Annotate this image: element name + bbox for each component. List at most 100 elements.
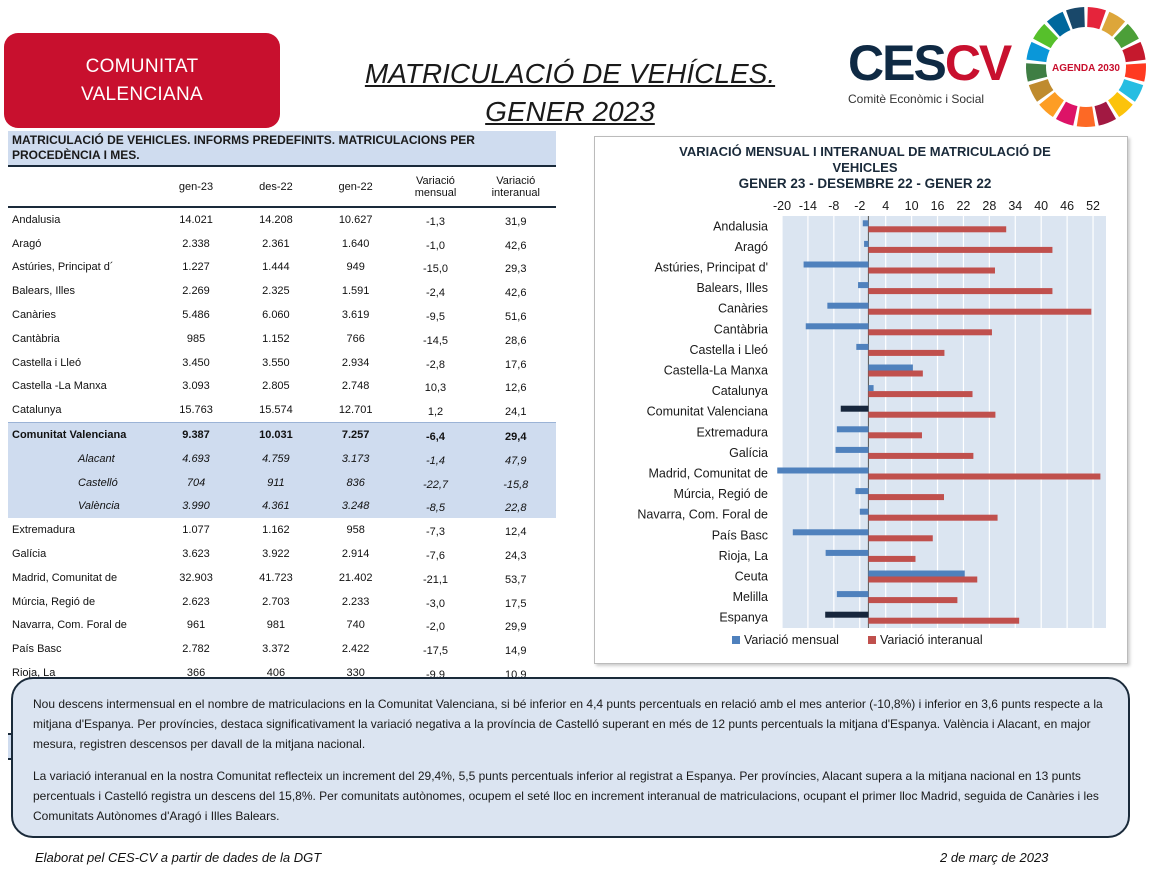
cell-des22: 2.361 — [262, 237, 290, 250]
cell-gen22: 2.233 — [341, 595, 370, 608]
chart-category-label: Espanya — [719, 611, 768, 625]
col-header-annual: Variació interanual — [475, 165, 556, 208]
cell-des22: 1.152 — [262, 332, 290, 345]
chart-x-tick-label: 46 — [1060, 199, 1074, 213]
chart-bar-monthly — [862, 220, 869, 227]
cell-gen23: 2.269 — [182, 285, 210, 298]
sdg-wheel-segment — [1039, 92, 1064, 118]
chart-bar-monthly — [858, 282, 869, 289]
sdg-wheel-segment — [1124, 63, 1146, 82]
cell-region: Alacant — [8, 446, 157, 471]
variation-bar-chart: -20 -14 -8 -2 4 10 16 22 28 34 40 46 52 Andalusia Arag… — [637, 199, 1106, 647]
cell-gen23: 2.782 — [182, 643, 210, 656]
cell-des22: 4.759 — [235, 446, 316, 471]
cell-region: Cantàbria — [12, 332, 60, 345]
cell-des22: 41.723 — [259, 571, 293, 584]
cell-annual-variation: 53,7 — [505, 573, 527, 586]
chart-category-label: Andalusia — [713, 219, 768, 233]
sdg-wheel-segment — [1118, 79, 1144, 102]
cell-gen22: 740 — [346, 619, 365, 632]
table-row: Astúries, Principat d´ 1.227 1.444 949 -15,0… — [8, 256, 556, 280]
chart-category-label: País Basc — [712, 528, 768, 542]
cell-region: Aragó — [12, 237, 42, 250]
table-row: Múrcia, Regió de 2.623 2.703 2.233 -3,0 17,5 — [8, 590, 556, 614]
cell-region: Balears, Illes — [12, 285, 75, 298]
cell-annual-variation: 17,5 — [505, 597, 527, 610]
cell-annual-variation: 22,8 — [475, 494, 556, 519]
cell-monthly-variation: -21,1 — [422, 573, 449, 586]
cell-gen23: 961 — [186, 619, 206, 632]
table-row: Comunitat Valenciana 9.387 10.031 7.257 -6,4… — [8, 422, 556, 447]
table-row: Cantàbria 985 1.152 766 -14,5 28,6 — [8, 327, 556, 351]
chart-category-label: Comunitat Valenciana — [647, 405, 768, 419]
chart-bar-annual — [868, 246, 1053, 253]
table-row: Extremadura 1.077 1.162 958 -7,3 12,4 — [8, 518, 556, 542]
table-row: Balears, Illes 2.269 2.325 1.591 -2,4 42,6 — [8, 279, 556, 303]
col-header-region — [8, 165, 157, 208]
chart-x-tick-label: 16 — [931, 199, 945, 213]
cell-region: Castella i Lleó — [12, 356, 82, 369]
registrations-table: MATRICULACIÓ DE VEHICLES. INFORMS PREDEF… — [8, 131, 556, 761]
chart-bar-annual — [868, 329, 992, 336]
cell-annual-variation: -15,8 — [475, 470, 556, 495]
cell-gen22: 958 — [346, 524, 365, 537]
cell-gen22: 3.248 — [315, 494, 396, 519]
chart-category-label: Catalunya — [712, 384, 768, 398]
table-row: València 3.990 4.361 3.248 -8,5 22,8 — [8, 494, 556, 519]
sdg-wheel-segment — [1055, 101, 1078, 126]
cell-annual-variation: 24,1 — [505, 406, 527, 419]
logo-subtitle: Comitè Econòmic i Social — [848, 92, 985, 106]
cell-monthly-variation: -14,5 — [422, 334, 449, 347]
cell-region: Extremadura — [12, 524, 75, 537]
chart-category-label: Castella-La Manxa — [664, 364, 768, 378]
cell-gen23: 366 — [186, 667, 206, 680]
cell-des22: 2.703 — [262, 595, 290, 608]
cell-annual-variation: 24,3 — [505, 550, 527, 563]
chart-bar-monthly — [792, 529, 869, 536]
sdg-wheel-segment — [1033, 23, 1059, 49]
chart-category-label: Balears, Illes — [696, 281, 768, 295]
table-row: Canàries 5.486 6.060 3.619 -9,5 51,6 — [8, 303, 556, 327]
cell-gen22: 21.402 — [338, 571, 373, 584]
legend-swatch-annual — [868, 636, 876, 644]
chart-bar-monthly — [836, 426, 869, 433]
cell-monthly-variation: -8,5 — [395, 494, 476, 519]
cell-monthly-variation: -22,7 — [395, 470, 476, 495]
chart-x-tick-label: -2 — [854, 199, 865, 213]
cell-monthly-variation: 1,2 — [427, 406, 444, 419]
sdg-wheel-icon: AGENDA 2030 — [1026, 7, 1146, 127]
chart-x-tick-label: 40 — [1034, 199, 1048, 213]
chart-bar-monthly — [777, 467, 869, 474]
chart-bar-annual — [868, 452, 974, 459]
cell-gen23: 9.387 — [156, 422, 236, 447]
cell-gen22: 12.701 — [338, 404, 373, 417]
chart-bar-monthly — [859, 508, 869, 515]
cell-des22: 2.805 — [262, 380, 290, 393]
cell-gen22: 3.619 — [341, 309, 370, 322]
cell-des22: 1.162 — [262, 524, 290, 537]
cell-gen22: 3.173 — [315, 446, 396, 471]
cell-des22: 981 — [266, 619, 286, 632]
chart-category-label: Astúries, Principat d' — [654, 261, 768, 275]
chart-category-label: Aragó — [735, 240, 768, 254]
cell-gen22: 2.748 — [341, 380, 370, 393]
chart-x-tick-label: -20 — [773, 199, 791, 213]
chart-bar-monthly — [835, 446, 869, 453]
ces-cv-logo: CESCV Comitè Econòmic i Social — [848, 36, 1012, 108]
chart-category-label: Canàries — [718, 302, 768, 316]
cell-region: Galícia — [12, 548, 47, 561]
legend-label-monthly: Variació mensual — [744, 633, 839, 647]
cell-gen23: 3.093 — [182, 380, 210, 393]
chart-bar-monthly — [805, 323, 869, 330]
legend-swatch-monthly — [732, 636, 740, 644]
chart-category-label: Cantàbria — [714, 322, 768, 336]
chart-bar-annual — [868, 267, 995, 274]
chart-x-tick-label: 22 — [956, 199, 970, 213]
chart-category-label: Navarra, Com. Foral de — [637, 508, 768, 522]
cell-des22: 3.550 — [262, 356, 290, 369]
sdg-badge-text: AGENDA 2030 — [1052, 63, 1120, 74]
cell-des22: 406 — [266, 667, 286, 680]
table-row: Catalunya 15.763 15.574 12.701 1,2 24,1 — [8, 398, 556, 422]
sdg-wheel-segment — [1094, 101, 1117, 126]
page-title-line1: MATRICULACIÓ DE VEHÍCLES. — [364, 58, 776, 89]
